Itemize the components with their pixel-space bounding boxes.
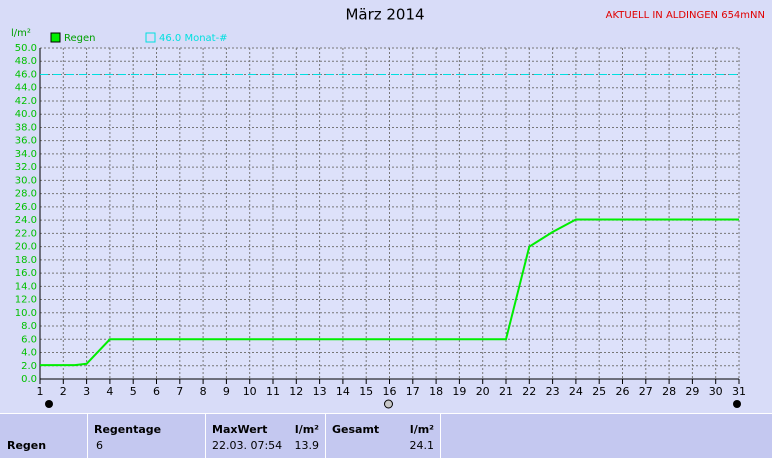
value: 24.1 [409,439,435,452]
header: MaxWert [212,423,268,436]
x-tick-label: 12 [289,385,303,398]
y-tick-label: 4.0 [21,348,37,359]
unit: l/m² [409,423,434,436]
x-tick-label: 4 [106,385,113,398]
legend-swatch [50,32,61,43]
y-tick-label: 42.0 [15,96,37,107]
value: 13.9 [294,439,320,452]
x-tick-label: 20 [476,385,490,398]
y-tick-label: 28.0 [15,189,37,200]
x-tick-label: 26 [616,385,630,398]
x-tick-label: 23 [546,385,560,398]
x-tick-label: 3 [83,385,90,398]
unit: l/m² [294,423,319,436]
y-tick-label: 34.0 [15,149,37,160]
y-tick-label: 44.0 [15,83,37,94]
row-label-cell: Regen [0,414,88,458]
y-tick-label: 24.0 [15,215,37,226]
y-axis-label: l/m² [11,28,31,39]
x-tick-label: 24 [569,385,583,398]
y-tick-label: 50.0 [15,43,37,54]
x-tick-label: 22 [522,385,536,398]
date: 22.03. 07:54 [212,439,283,452]
gesamt-cell: Gesamt l/m² 24.1 [326,414,441,458]
y-tick-label: 38.0 [15,122,37,133]
y-tick-label: 10.0 [15,308,37,319]
y-tick-label: 16.0 [15,268,37,279]
x-tick-label: 30 [709,385,723,398]
legend-label: 46.0 Monat-# [159,33,228,44]
x-tick-label: 14 [336,385,350,398]
x-tick-label: 29 [685,385,699,398]
y-tick-label: 18.0 [15,255,37,266]
chart: März 2014 AKTUELL IN ALDINGEN 654mNN l/m… [11,6,765,409]
y-tick-label: 48.0 [15,56,37,67]
x-tick-label: 16 [383,385,397,398]
x-tick-label: 6 [153,385,160,398]
x-tick-label: 10 [243,385,257,398]
y-tick-label: 14.0 [15,281,37,292]
y-tick-label: 46.0 [15,69,37,80]
marker [45,400,53,408]
y-tick-label: 26.0 [15,202,37,213]
y-tick-label: 22.0 [15,228,37,239]
x-tick-label: 8 [200,385,207,398]
station-label: AKTUELL IN ALDINGEN 654mNN [606,10,765,21]
y-tick-label: 12.0 [15,295,37,306]
x-tick-label: 15 [359,385,373,398]
regentage-cell: Regentage 6 [88,414,206,458]
x-tick-label: 18 [429,385,443,398]
marker [384,399,393,409]
data-line [40,218,739,367]
y-tick-label: 32.0 [15,162,37,173]
x-tick-label: 9 [223,385,230,398]
y-tick-label: 6.0 [21,334,37,345]
x-tick-label: 5 [130,385,137,398]
x-tick-label: 25 [592,385,606,398]
x-tick-label: 17 [406,385,420,398]
y-tick-label: 0.0 [21,374,37,385]
y-tick-label: 30.0 [15,175,37,186]
y-tick-label: 36.0 [15,136,37,147]
legend-swatch [145,32,156,43]
x-tick-label: 19 [452,385,466,398]
stats-table: Regen Regentage 6 MaxWert l/m² 22.03. 07… [0,413,772,458]
x-tick-label: 28 [662,385,676,398]
row-label: Regen [7,439,47,452]
x-tick-label: 1 [37,385,44,398]
x-tick-label: 13 [313,385,327,398]
value: 6 [96,439,103,452]
x-tick-label: 21 [499,385,513,398]
header: Regentage [94,423,162,436]
header: Gesamt [332,423,380,436]
marker [733,400,741,408]
y-tick-label: 20.0 [15,242,37,253]
y-tick-label: 2.0 [21,361,37,372]
x-tick-label: 2 [60,385,67,398]
chart-title: März 2014 [345,6,424,24]
y-tick-label: 8.0 [21,321,37,332]
x-tick-label: 31 [732,385,746,398]
x-tick-label: 7 [176,385,183,398]
y-tick-label: 40.0 [15,109,37,120]
x-tick-label: 27 [639,385,653,398]
legend-label: Regen [64,33,96,44]
maxwert-cell: MaxWert l/m² 22.03. 07:54 13.9 [206,414,326,458]
x-tick-label: 11 [266,385,280,398]
